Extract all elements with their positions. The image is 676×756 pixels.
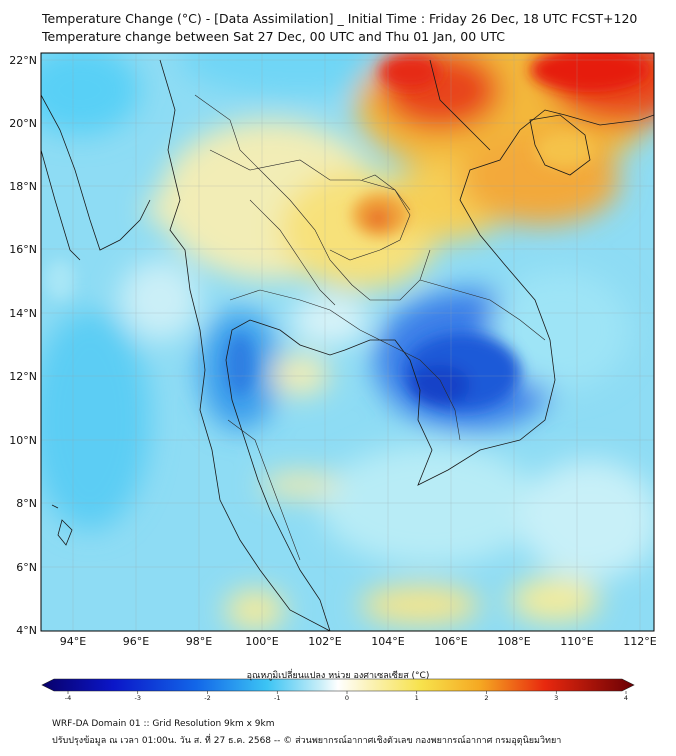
colorbar: -4 -3 -2 -1 0 1 2 3 4	[41, 678, 635, 702]
colorbar-tick-label: -3	[135, 694, 141, 702]
lon-axis: 94°E 96°E 98°E 100°E 102°E 104°E 106°E 1…	[60, 635, 657, 648]
lat-label: 6°N	[16, 561, 37, 574]
plot-frame	[40, 52, 655, 632]
lat-label: 10°N	[9, 434, 37, 447]
lat-label: 8°N	[16, 497, 37, 510]
footer-credit: ปรับปรุงข้อมูล ณ เวลา 01:00น. วัน ส. ที่…	[52, 736, 562, 746]
lon-label: 104°E	[371, 635, 404, 648]
temperature-field	[41, 53, 654, 631]
colorbar-tick-label: 2	[484, 694, 488, 702]
colorbar-tick-label: 0	[345, 694, 349, 702]
lat-axis: 22°N 20°N 18°N 16°N 14°N 12°N 10°N 8°N 6…	[9, 54, 37, 637]
colorbar-caption: อุณหภูมิเปลี่ยนแปลง หน่วย องศาเซลเซียส (…	[246, 671, 430, 681]
lon-label: 96°E	[123, 635, 149, 648]
lon-label: 110°E	[560, 635, 593, 648]
colorbar-tick-label: 3	[554, 694, 558, 702]
colorbar-tick-label: -1	[274, 694, 280, 702]
map-title: Temperature Change (°C) - [Data Assimila…	[42, 11, 638, 26]
lon-label: 112°E	[623, 635, 656, 648]
colorbar-tick-label: -2	[204, 694, 210, 702]
colorbar-tick-label: 4	[624, 694, 628, 702]
lon-label: 102°E	[308, 635, 341, 648]
footer-model-info: WRF-DA Domain 01 :: Grid Resolution 9km …	[52, 719, 275, 729]
coastlines	[41, 59, 654, 631]
lat-label: 22°N	[9, 54, 37, 67]
graticule	[41, 53, 654, 631]
lon-label: 106°E	[434, 635, 467, 648]
lon-label: 98°E	[186, 635, 212, 648]
lon-label: 108°E	[497, 635, 530, 648]
lat-label: 16°N	[9, 243, 37, 256]
colorbar-tick-label: 1	[415, 694, 419, 702]
map-subtitle: Temperature change between Sat 27 Dec, 0…	[42, 29, 505, 44]
lat-label: 14°N	[9, 307, 37, 320]
lat-label: 4°N	[16, 624, 37, 637]
lat-label: 20°N	[9, 117, 37, 130]
lat-label: 12°N	[9, 370, 37, 383]
borders	[194, 94, 546, 561]
lat-label: 18°N	[9, 180, 37, 193]
lon-label: 94°E	[60, 635, 86, 648]
colorbar-tick-label: -4	[65, 694, 71, 702]
lon-label: 100°E	[245, 635, 278, 648]
